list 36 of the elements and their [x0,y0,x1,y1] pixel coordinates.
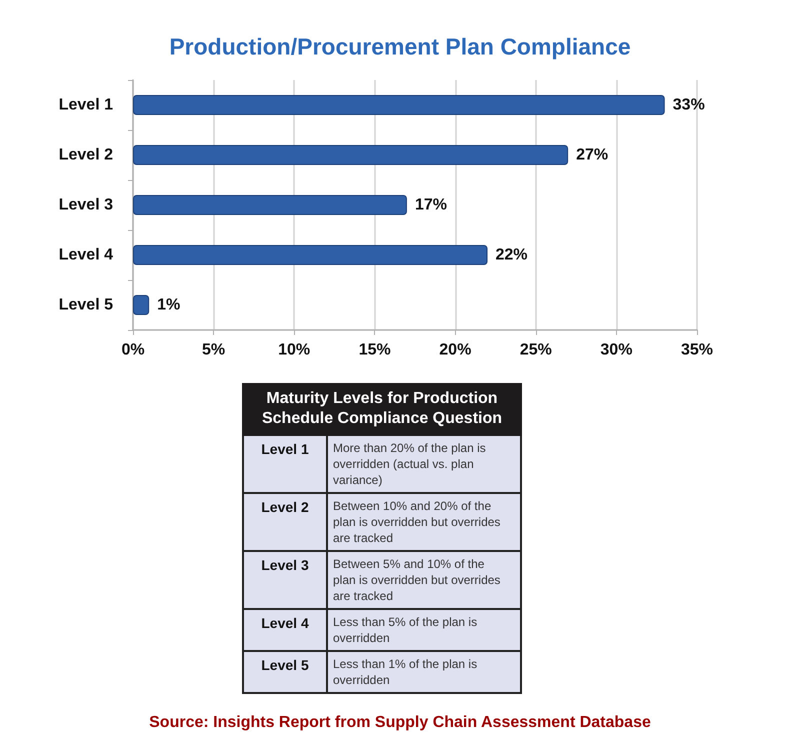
data-label: 1% [157,296,180,314]
data-label: 22% [496,246,528,264]
y-tick-label: Level 2 [58,146,114,164]
table-header-cell: Maturity Levels for Production Schedule Compliance Question [243,384,521,435]
x-tick-label: 30% [600,342,632,358]
table-cell: Less than 1% of the plan is overridden [327,651,521,693]
table-cell: Level 1 [243,435,327,493]
table-cell: Level 3 [243,551,327,609]
bar [133,245,488,265]
table-cell: Level 4 [243,609,327,651]
x-tick-label: 10% [278,342,310,358]
table-cell: Between 5% and 10% of the plan is overridden but overrides are tracked [327,551,521,609]
bar [133,195,407,215]
x-tick-label: 5% [202,342,226,358]
y-tick-label: Level 3 [58,196,114,214]
x-tick-label: 15% [358,342,391,358]
table-cell: Between 10% and 20% of the plan is overridden but overrides are tracked [327,493,521,551]
bar [133,95,665,115]
table-cell: More than 20% of the plan is overridden (actual vs. plan variance) [327,435,521,493]
table-cell: Level 2 [243,493,327,551]
chart-title: Production/Procurement Plan Compliance [169,34,631,60]
data-label: 33% [672,96,705,114]
y-tick-label: Level 5 [58,296,114,314]
data-label: 27% [576,146,608,164]
bar [133,295,150,315]
y-tick-label: Level 4 [58,246,114,264]
data-label: 17% [414,196,447,214]
x-tick-label: 0% [121,342,145,358]
bar [133,145,568,165]
table-cell: Less than 5% of the plan is overridden [327,609,521,651]
x-tick-label: 20% [439,342,472,358]
table-cell: Level 5 [243,651,327,693]
source-note: Source: Insights Report from Supply Chain Assessment Database [148,714,652,732]
x-tick-label: 25% [520,342,552,358]
x-tick-label: 35% [680,342,714,358]
y-tick-label: Level 1 [58,96,114,114]
